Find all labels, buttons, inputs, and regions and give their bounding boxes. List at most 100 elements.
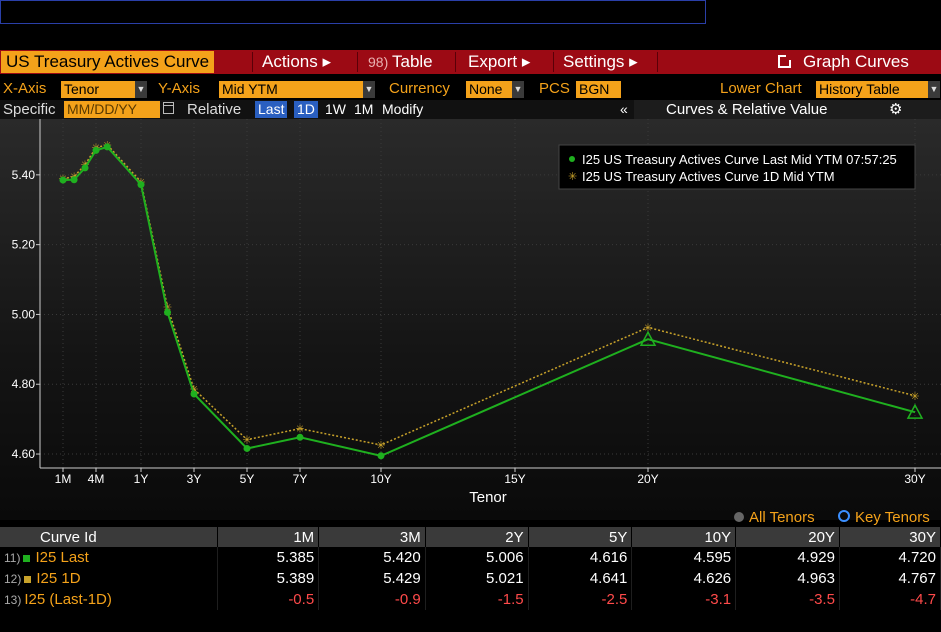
row-number: 13) [4,593,22,607]
curve-id-cell[interactable]: 13) I25 (Last-1D) [0,589,219,610]
legend-marker-last [569,156,575,162]
y-tick-label: 4.80 [12,377,36,391]
value-cell: 4.963 [735,568,840,589]
relative-label: Relative [187,101,242,118]
key-tenors-label: Key Tenors [855,509,930,526]
radio-off-icon [734,512,744,522]
y-axis-select[interactable]: Mid YTM ▼ [219,81,375,98]
modify-button[interactable]: Modify [382,101,424,117]
chart-series: ✳✳✳✳✳✳✳✳✳✳✳✳✳ [58,140,924,460]
curves-panel-header: Curves & Relative Value ⚙ [634,100,941,119]
legend-marker-1d: ✳ [568,171,577,183]
relative-last-button[interactable]: Last [255,101,288,118]
table-header-row: Curve Id 1M 3M 2Y 5Y 10Y 20Y 30Y [0,527,941,547]
relative-1d-button[interactable]: 1D [294,101,318,118]
value-cell: 4.767 [839,568,941,589]
all-tenors-label: All Tenors [749,509,815,526]
table-row[interactable]: 12) I25 1D 5.389 5.429 5.021 4.641 4.626 4.963 4… [0,568,941,589]
page-title: US Treasury Actives Curve [1,51,215,73]
point-1d: ✳ [295,424,304,436]
pcs-label: PCS [539,80,570,97]
curve-id-cell[interactable]: 12) I25 1D [0,568,219,589]
value-cell: 4.616 [528,547,633,568]
value-cell: -3.1 [631,589,737,610]
specific-label: Specific [3,101,56,118]
chevron-down-icon: ▼ [928,81,940,98]
point-last [164,308,171,316]
point-last [59,176,67,184]
value-cell: 5.420 [318,547,426,568]
point-1d: ✳ [189,384,198,396]
y-tick-label: 5.00 [12,307,36,321]
table-button[interactable]: Table [392,52,433,71]
all-tenors-toggle[interactable]: All Tenors [734,509,815,526]
chart-axes: 4.60 4.80 5.00 5.20 5.40 1M 4M 1Y 3Y 5Y 7Y 10Y 15Y 20… [12,119,941,486]
currency-label: Currency [389,80,450,97]
calendar-icon[interactable] [163,102,174,114]
series-color-swatch [23,554,31,562]
col-5y[interactable]: 5Y [528,527,633,547]
curve-id-label: I25 1D [36,570,81,587]
value-cell: 4.720 [839,547,941,568]
col-curve-id[interactable]: Curve Id [0,527,219,547]
y-tick-label: 4.60 [12,447,36,461]
relative-1m-button[interactable]: 1M [354,101,374,117]
specific-date-input[interactable]: MM/DD/YY [64,101,160,118]
point-last [70,176,78,184]
value-cell: 5.006 [425,547,529,568]
series-line-1d [62,143,916,446]
x-axis-select[interactable]: Tenor ▼ [61,81,147,98]
table-row[interactable]: 11) I25 Last 5.385 5.420 5.006 4.616 4.595 4.92… [0,547,941,568]
export-menu-button[interactable]: Export ▸ [468,52,531,71]
pcs-input[interactable]: BGN [576,81,621,98]
col-30y[interactable]: 30Y [839,527,941,547]
value-cell: 5.429 [318,568,426,589]
lower-chart-select[interactable]: History Table ▼ [816,81,940,98]
point-last [190,390,198,398]
x-tick-label: 4M [88,472,105,486]
x-tick-label: 3Y [187,472,202,486]
col-10y[interactable]: 10Y [631,527,737,547]
gear-icon[interactable]: ⚙ [889,101,903,118]
curve-id-cell[interactable]: 11) I25 Last [0,547,219,568]
col-20y[interactable]: 20Y [735,527,840,547]
command-line-input[interactable] [0,0,706,24]
relative-1w-button[interactable]: 1W [325,101,346,117]
lower-chart-value: History Table [819,81,900,97]
settings-menu-button[interactable]: Settings ▸ [563,52,638,71]
lower-chart-label: Lower Chart [720,80,802,97]
x-axis-label: X-Axis [3,80,47,97]
point-last [377,452,385,460]
series-line-last [62,145,916,457]
point-last [296,433,304,441]
x-axis-value: Tenor [64,81,100,97]
table-shortcut-number: 98) [368,54,389,70]
row-number: 12) [4,572,22,586]
value-cell: 5.389 [217,568,320,589]
col-1m[interactable]: 1M [217,527,320,547]
col-3m[interactable]: 3M [318,527,426,547]
point-1d: ✳ [376,440,385,452]
x-tick-label: 15Y [504,472,525,486]
graph-curves-button[interactable]: Graph Curves [778,50,909,74]
value-cell: 5.021 [425,568,529,589]
actions-menu-button[interactable]: Actions ▸ [262,52,332,71]
table-row[interactable]: 13) I25 (Last-1D) -0.5 -0.9 -1.5 -2.5 -3.1 -3.5… [0,589,941,610]
y-tick-label: 5.40 [12,168,36,182]
x-tick-label: 1Y [134,472,149,486]
value-cell: -4.7 [839,589,941,610]
external-link-icon [778,53,793,68]
curve-id-label: I25 Last [35,549,89,566]
col-2y[interactable]: 2Y [425,527,529,547]
point-1d: ✳ [643,322,652,334]
legend-box [558,144,916,190]
currency-select[interactable]: None ▼ [466,81,524,98]
collapse-panel-button[interactable]: « [620,101,628,117]
point-last [639,330,657,346]
point-last [92,146,100,154]
x-tick-label: 20Y [637,472,658,486]
x-tick-label: 10Y [370,472,391,486]
key-tenors-toggle[interactable]: Key Tenors [838,509,930,526]
value-cell: 4.626 [631,568,737,589]
x-axis-title: Tenor [469,489,507,506]
